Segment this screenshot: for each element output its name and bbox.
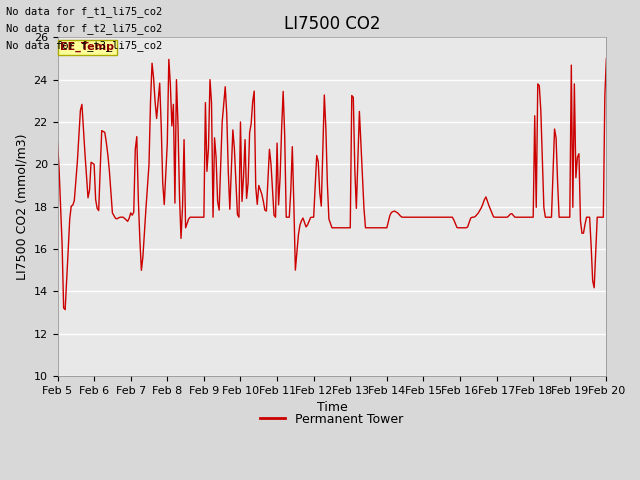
Text: EE_Temp: EE_Temp [60, 42, 115, 52]
Text: No data for f_t1_li75_co2: No data for f_t1_li75_co2 [6, 6, 163, 17]
Y-axis label: LI7500 CO2 (mmol/m3): LI7500 CO2 (mmol/m3) [15, 133, 28, 280]
X-axis label: Time: Time [317, 401, 348, 414]
Text: No data for f_t2_li75_co2: No data for f_t2_li75_co2 [6, 23, 163, 34]
Title: LI7500 CO2: LI7500 CO2 [284, 15, 380, 33]
Text: No data for f_t3_li75_co2: No data for f_t3_li75_co2 [6, 40, 163, 51]
Legend: Permanent Tower: Permanent Tower [255, 408, 408, 431]
